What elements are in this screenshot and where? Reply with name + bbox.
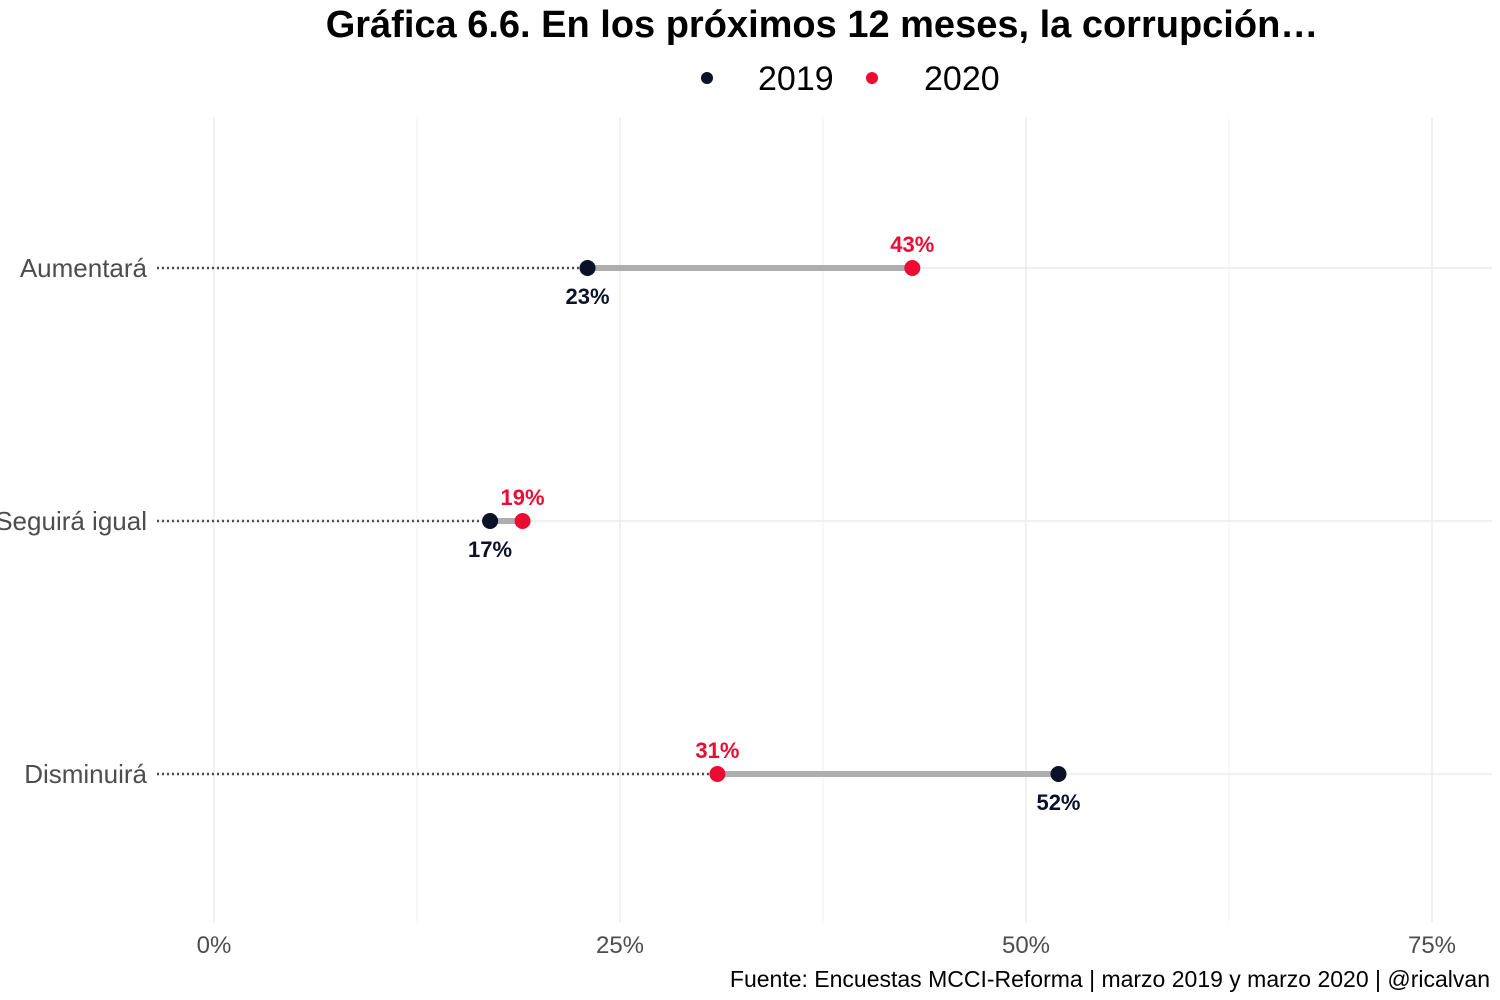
- category-label: Seguirá igual: [0, 506, 147, 536]
- x-tick-label: 75%: [1408, 932, 1456, 959]
- point-2019: [579, 260, 596, 276]
- value-label-2019: 17%: [468, 537, 512, 562]
- value-label-2020: 19%: [501, 485, 545, 510]
- value-label-2020: 31%: [695, 738, 739, 763]
- value-label-2019: 23%: [565, 284, 609, 309]
- x-tick-label: 0%: [197, 932, 232, 959]
- legend-marker-2020: [866, 72, 878, 84]
- plot-area: 0% 25% 50% 75% Aumentará 23% 43% Seguirá igual 1…: [0, 118, 1492, 959]
- point-2020: [904, 260, 921, 276]
- chart-title: Gráfica 6.6. En los próximos 12 meses, l…: [326, 4, 1319, 46]
- value-label-2020: 43%: [890, 232, 934, 257]
- point-2019: [482, 513, 499, 529]
- legend-label-2019: 2019: [758, 60, 834, 98]
- legend-label-2020: 2020: [924, 60, 1000, 98]
- category-label: Aumentará: [20, 253, 148, 283]
- point-2020: [709, 766, 726, 782]
- point-2019: [1050, 766, 1067, 782]
- point-2020: [514, 513, 531, 529]
- value-label-2019: 52%: [1036, 790, 1080, 815]
- x-tick-label: 50%: [1002, 932, 1050, 959]
- x-tick-label: 25%: [596, 932, 644, 959]
- category-label: Disminuirá: [24, 759, 147, 789]
- legend: 2019 2020: [701, 60, 1000, 98]
- legend-marker-2019: [701, 72, 713, 84]
- chart-caption: Fuente: Encuestas MCCI-Reforma | marzo 2…: [730, 966, 1490, 992]
